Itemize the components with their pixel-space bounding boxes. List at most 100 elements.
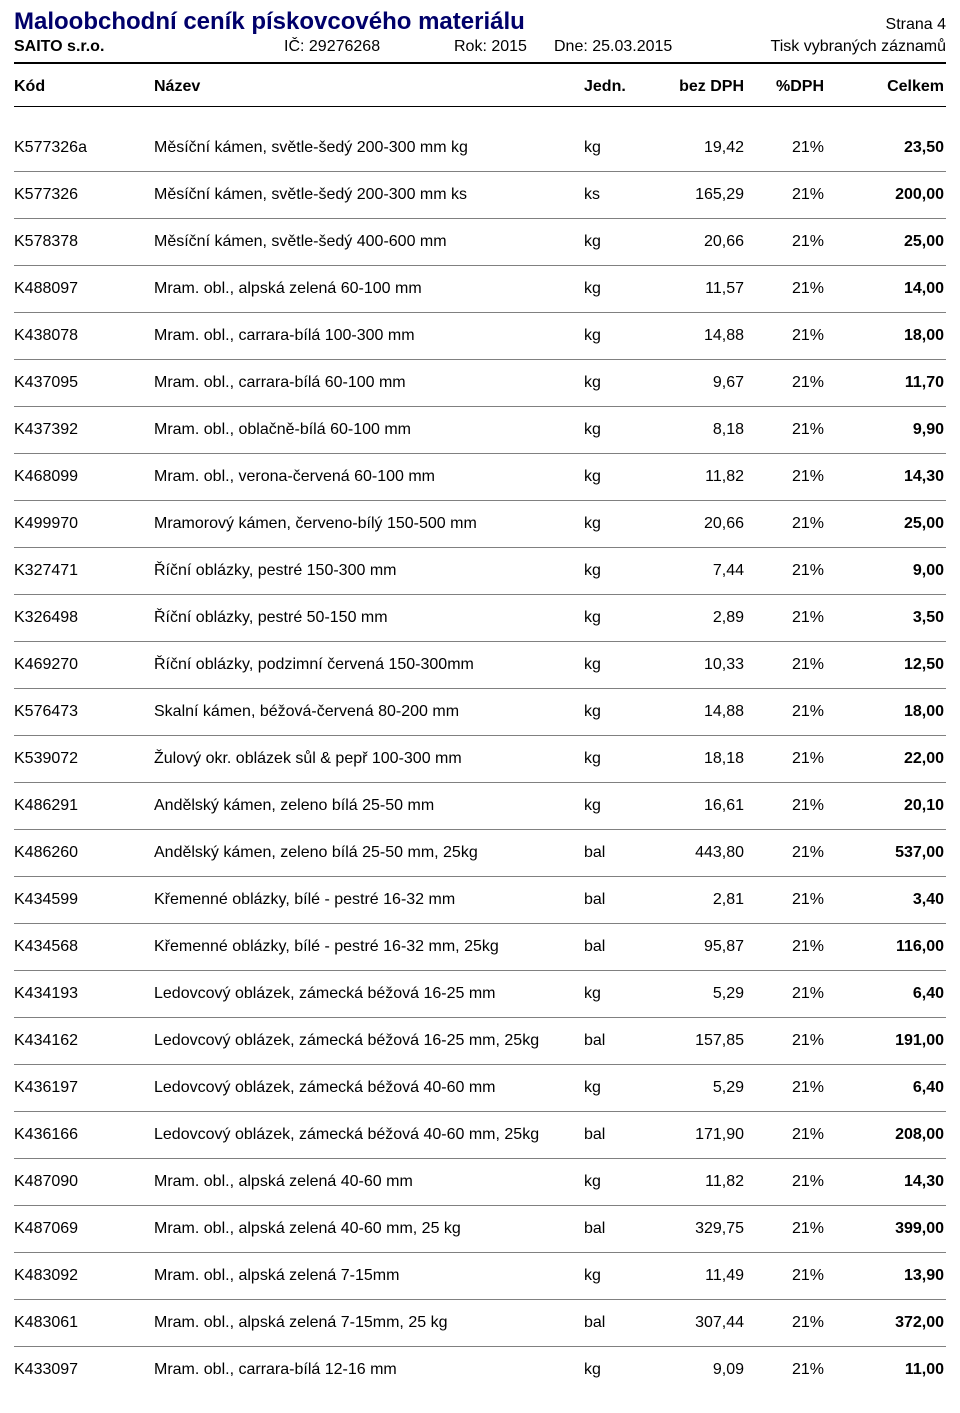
table-row: K487090Mram. obl., alpská zelená 40-60 m… bbox=[14, 1159, 946, 1205]
cell-nazev: Mram. obl., alpská zelená 40-60 mm bbox=[154, 1173, 584, 1191]
cell-jedn: kg bbox=[584, 1079, 634, 1097]
cell-kod: K499970 bbox=[14, 515, 154, 533]
cell-bez: 14,88 bbox=[634, 327, 744, 345]
cell-celkem: 23,50 bbox=[824, 139, 944, 157]
cell-bez: 10,33 bbox=[634, 656, 744, 674]
cell-kod: K469270 bbox=[14, 656, 154, 674]
cell-nazev: Říční oblázky, pestré 150-300 mm bbox=[154, 562, 584, 580]
cell-bez: 95,87 bbox=[634, 938, 744, 956]
cell-kod: K437392 bbox=[14, 421, 154, 439]
table-row: K487069Mram. obl., alpská zelená 40-60 m… bbox=[14, 1206, 946, 1252]
table-row: K434568Křemenné oblázky, bílé - pestré 1… bbox=[14, 924, 946, 970]
table-row: K326498Říční oblázky, pestré 50-150 mmkg… bbox=[14, 595, 946, 641]
cell-nazev: Mram. obl., carrara-bílá 12-16 mm bbox=[154, 1361, 584, 1379]
cell-jedn: kg bbox=[584, 703, 634, 721]
table-row: K499970Mramorový kámen, červeno-bílý 150… bbox=[14, 501, 946, 547]
page-number: Strana 4 bbox=[886, 16, 946, 34]
col-nazev: Název bbox=[154, 78, 584, 96]
cell-celkem: 537,00 bbox=[824, 844, 944, 862]
cell-jedn: bal bbox=[584, 1314, 634, 1332]
cell-dph: 21% bbox=[744, 421, 824, 439]
table-row: K437095Mram. obl., carrara-bílá 60-100 m… bbox=[14, 360, 946, 406]
table-row: K434162Ledovcový oblázek, zámecká béžová… bbox=[14, 1018, 946, 1064]
cell-dph: 21% bbox=[744, 515, 824, 533]
cell-celkem: 25,00 bbox=[824, 515, 944, 533]
cell-celkem: 3,50 bbox=[824, 609, 944, 627]
cell-bez: 9,09 bbox=[634, 1361, 744, 1379]
cell-bez: 165,29 bbox=[634, 186, 744, 204]
cell-kod: K577326a bbox=[14, 139, 154, 157]
ic-label: IČ: bbox=[284, 38, 304, 55]
cell-jedn: kg bbox=[584, 609, 634, 627]
cell-bez: 20,66 bbox=[634, 233, 744, 251]
cell-kod: K437095 bbox=[14, 374, 154, 392]
cell-dph: 21% bbox=[744, 1361, 824, 1379]
cell-celkem: 13,90 bbox=[824, 1267, 944, 1285]
cell-dph: 21% bbox=[744, 468, 824, 486]
table-row: K434193Ledovcový oblázek, zámecká béžová… bbox=[14, 971, 946, 1017]
cell-nazev: Mram. obl., alpská zelená 7-15mm, 25 kg bbox=[154, 1314, 584, 1332]
cell-kod: K434568 bbox=[14, 938, 154, 956]
cell-kod: K483092 bbox=[14, 1267, 154, 1285]
cell-nazev: Mram. obl., carrara-bílá 60-100 mm bbox=[154, 374, 584, 392]
cell-jedn: bal bbox=[584, 938, 634, 956]
table-row: K469270Říční oblázky, podzimní červená 1… bbox=[14, 642, 946, 688]
cell-celkem: 9,90 bbox=[824, 421, 944, 439]
cell-kod: K486291 bbox=[14, 797, 154, 815]
cell-nazev: Mram. obl., oblačně-bílá 60-100 mm bbox=[154, 421, 584, 439]
cell-dph: 21% bbox=[744, 374, 824, 392]
cell-bez: 11,57 bbox=[634, 280, 744, 298]
cell-nazev: Andělský kámen, zeleno bílá 25-50 mm, 25… bbox=[154, 844, 584, 862]
cell-nazev: Mramorový kámen, červeno-bílý 150-500 mm bbox=[154, 515, 584, 533]
cell-kod: K434193 bbox=[14, 985, 154, 1003]
cell-jedn: kg bbox=[584, 797, 634, 815]
cell-nazev: Ledovcový oblázek, zámecká béžová 16-25 … bbox=[154, 985, 584, 1003]
cell-celkem: 20,10 bbox=[824, 797, 944, 815]
cell-jedn: kg bbox=[584, 985, 634, 1003]
cell-nazev: Ledovcový oblázek, zámecká béžová 40-60 … bbox=[154, 1079, 584, 1097]
cell-jedn: kg bbox=[584, 1173, 634, 1191]
table-row: K483092Mram. obl., alpská zelená 7-15mmk… bbox=[14, 1253, 946, 1299]
cell-kod: K483061 bbox=[14, 1314, 154, 1332]
cell-kod: K434162 bbox=[14, 1032, 154, 1050]
column-header-row: Kód Název Jedn. bez DPH %DPH Celkem bbox=[14, 74, 946, 100]
cell-dph: 21% bbox=[744, 985, 824, 1003]
cell-dph: 21% bbox=[744, 280, 824, 298]
header-top: Maloobchodní ceník pískovcového materiál… bbox=[14, 8, 946, 36]
cell-bez: 157,85 bbox=[634, 1032, 744, 1050]
cell-bez: 443,80 bbox=[634, 844, 744, 862]
cell-celkem: 14,30 bbox=[824, 1173, 944, 1191]
cell-bez: 8,18 bbox=[634, 421, 744, 439]
table-row: K327471Říční oblázky, pestré 150-300 mmk… bbox=[14, 548, 946, 594]
cell-dph: 21% bbox=[744, 327, 824, 345]
cell-bez: 11,82 bbox=[634, 468, 744, 486]
cell-nazev: Měsíční kámen, světle-šedý 200-300 mm ks bbox=[154, 186, 584, 204]
cell-kod: K468099 bbox=[14, 468, 154, 486]
cell-nazev: Měsíční kámen, světle-šedý 200-300 mm kg bbox=[154, 139, 584, 157]
cell-bez: 2,81 bbox=[634, 891, 744, 909]
cell-nazev: Ledovcový oblázek, zámecká béžová 16-25 … bbox=[154, 1032, 584, 1050]
cell-dph: 21% bbox=[744, 844, 824, 862]
cell-bez: 20,66 bbox=[634, 515, 744, 533]
table-row: K433097Mram. obl., carrara-bílá 12-16 mm… bbox=[14, 1347, 946, 1393]
cell-jedn: kg bbox=[584, 468, 634, 486]
cell-bez: 9,67 bbox=[634, 374, 744, 392]
ic-field: IČ: 29276268 bbox=[284, 38, 454, 56]
cell-dph: 21% bbox=[744, 186, 824, 204]
cell-jedn: ks bbox=[584, 186, 634, 204]
table-row: K539072Žulový okr. oblázek sůl & pepř 10… bbox=[14, 736, 946, 782]
cell-nazev: Ledovcový oblázek, zámecká béžová 40-60 … bbox=[154, 1126, 584, 1144]
header-spacer bbox=[14, 107, 946, 125]
cell-dph: 21% bbox=[744, 609, 824, 627]
cell-jedn: kg bbox=[584, 562, 634, 580]
cell-kod: K577326 bbox=[14, 186, 154, 204]
cell-nazev: Křemenné oblázky, bílé - pestré 16-32 mm bbox=[154, 891, 584, 909]
divider-top bbox=[14, 62, 946, 64]
cell-dph: 21% bbox=[744, 562, 824, 580]
cell-nazev: Skalní kámen, béžová-červená 80-200 mm bbox=[154, 703, 584, 721]
cell-nazev: Říční oblázky, podzimní červená 150-300m… bbox=[154, 656, 584, 674]
cell-bez: 171,90 bbox=[634, 1126, 744, 1144]
cell-celkem: 9,00 bbox=[824, 562, 944, 580]
cell-celkem: 12,50 bbox=[824, 656, 944, 674]
cell-celkem: 14,00 bbox=[824, 280, 944, 298]
